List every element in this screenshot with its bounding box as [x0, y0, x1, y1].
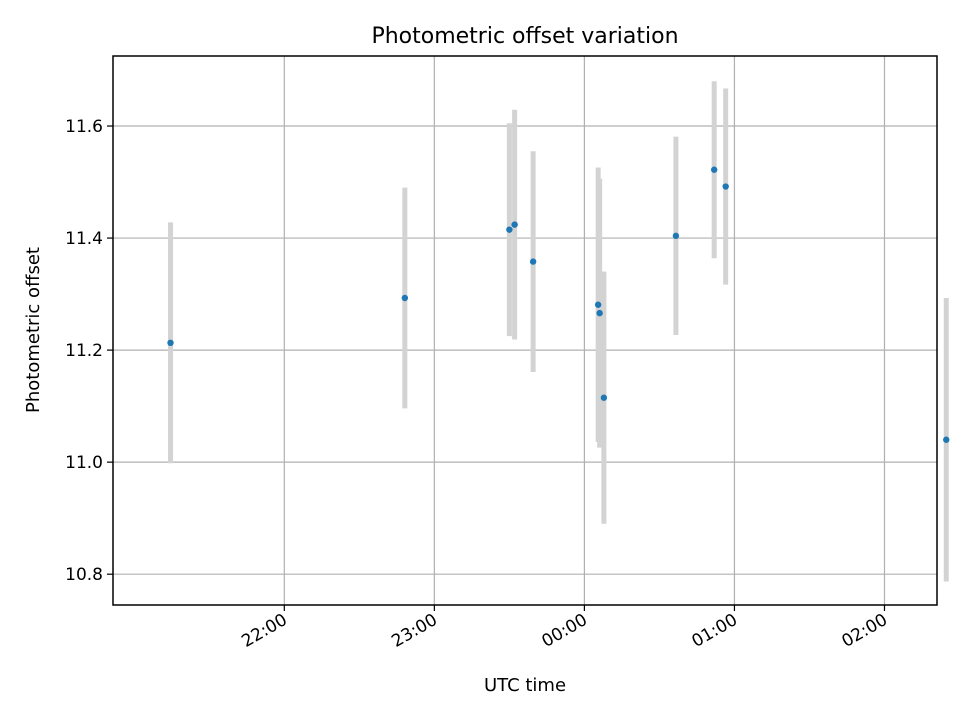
data-point: [401, 294, 409, 302]
data-point: [529, 258, 537, 265]
data-points: [167, 166, 950, 443]
data-point: [506, 226, 513, 233]
y-tick-label: 11.0: [65, 453, 103, 473]
chart-title: Photometric offset variation: [371, 24, 678, 49]
data-point: [943, 436, 950, 443]
data-point: [594, 301, 602, 308]
y-tick-label: 11.6: [65, 117, 103, 137]
data-point: [600, 394, 608, 401]
data-point: [722, 183, 729, 190]
data-point: [710, 166, 718, 173]
data-point: [672, 232, 680, 240]
y-tick-label: 10.8: [65, 565, 103, 585]
plot-frame: [112, 55, 938, 606]
data-point: [596, 309, 603, 317]
y-axis-label: Photometric offset: [23, 247, 44, 413]
data-point: [167, 339, 174, 347]
y-tick-label: 11.4: [65, 229, 103, 249]
grid: [113, 56, 937, 605]
data-point: [511, 221, 518, 228]
x-axis-label: UTC time: [484, 675, 566, 696]
y-tick-label: 11.2: [65, 341, 103, 361]
